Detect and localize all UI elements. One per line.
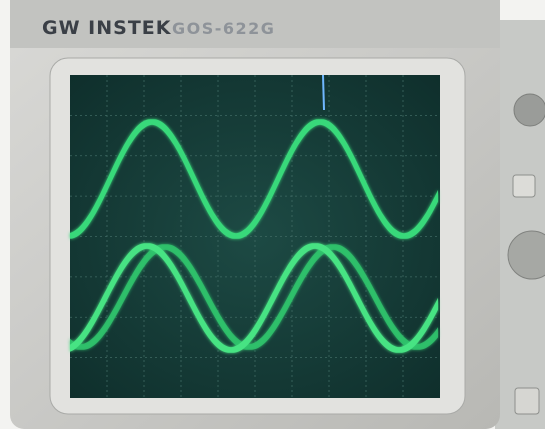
button — [515, 388, 539, 414]
model-label: GOS-622G — [172, 19, 275, 38]
page: GW INSTEK GOS-622G (() => { const data =… — [0, 0, 545, 429]
button — [513, 175, 535, 197]
knob — [514, 94, 545, 126]
brand-logo: GW INSTEK — [42, 17, 172, 39]
oscilloscope-photo: GW INSTEK GOS-622G — [0, 0, 545, 429]
trigger-mark — [323, 75, 324, 110]
control-panel — [495, 20, 545, 429]
